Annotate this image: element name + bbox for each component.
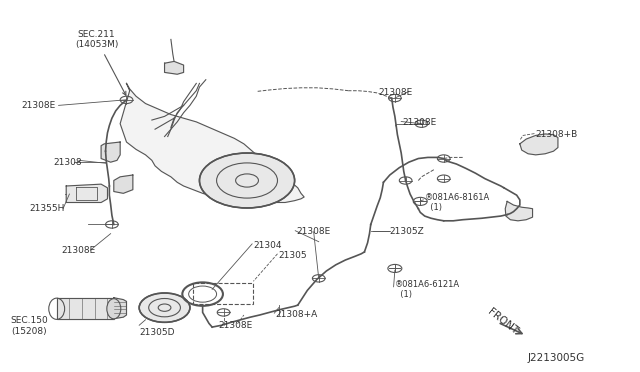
- Polygon shape: [505, 201, 532, 221]
- Polygon shape: [164, 61, 184, 74]
- Ellipse shape: [107, 299, 121, 319]
- Text: 21308E: 21308E: [61, 246, 95, 254]
- Polygon shape: [120, 83, 304, 202]
- Polygon shape: [114, 175, 133, 193]
- Text: 21308E: 21308E: [22, 101, 56, 110]
- Polygon shape: [114, 298, 127, 319]
- Circle shape: [200, 153, 294, 208]
- Text: 21305: 21305: [279, 251, 307, 260]
- Polygon shape: [57, 298, 114, 319]
- Text: 21308E: 21308E: [296, 227, 330, 236]
- Text: 21308E: 21308E: [403, 118, 436, 128]
- Text: 21305Z: 21305Z: [390, 227, 424, 236]
- Polygon shape: [101, 142, 120, 162]
- Text: 21355H: 21355H: [29, 204, 65, 213]
- Text: SEC.150
(15208): SEC.150 (15208): [10, 316, 48, 336]
- Text: 21308E: 21308E: [378, 88, 413, 97]
- Text: J2213005G: J2213005G: [527, 353, 584, 363]
- Text: SEC.211
(14053M): SEC.211 (14053M): [75, 30, 126, 95]
- Circle shape: [388, 264, 402, 272]
- Text: 21305D: 21305D: [139, 328, 175, 337]
- Text: 21308+B: 21308+B: [536, 130, 578, 139]
- Text: 21308: 21308: [54, 158, 82, 167]
- Text: ®081A6-8161A
  (1): ®081A6-8161A (1): [425, 193, 490, 212]
- Text: 21308+A: 21308+A: [276, 311, 318, 320]
- Text: 21308E: 21308E: [218, 321, 253, 330]
- Text: ®081A6-6121A
  (1): ®081A6-6121A (1): [395, 280, 460, 299]
- Circle shape: [413, 198, 428, 205]
- Polygon shape: [66, 184, 108, 202]
- Text: FRONT: FRONT: [486, 307, 520, 336]
- Circle shape: [139, 293, 190, 322]
- Polygon shape: [520, 134, 558, 155]
- Text: 21304: 21304: [253, 241, 282, 250]
